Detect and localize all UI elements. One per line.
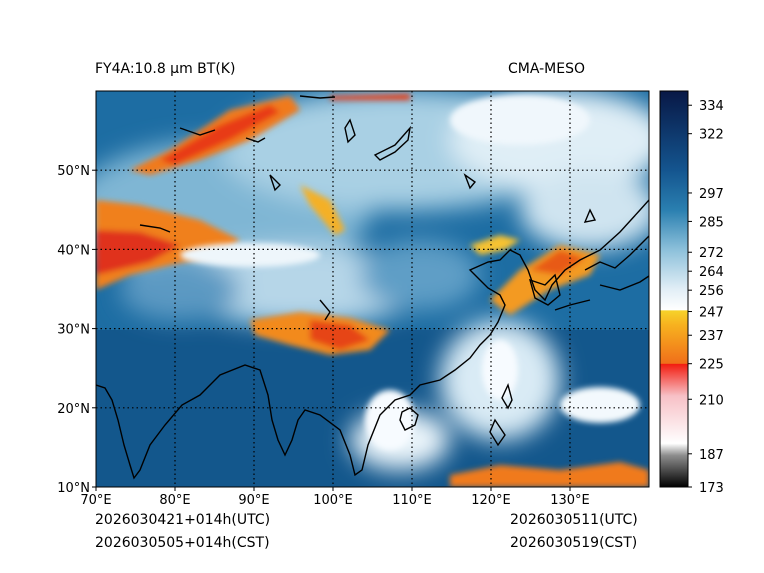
colorbar-tick-label: 173 (699, 481, 724, 496)
map-image (96, 91, 649, 487)
lon-tick-label: 100°E (313, 493, 353, 508)
lon-tick-label: 90°E (238, 493, 269, 508)
colorbar-tick-label: 210 (699, 393, 724, 408)
colorbar-gradient (659, 90, 689, 488)
colorbar-tick-label: 264 (699, 265, 724, 280)
lat-tick-label: 30°N (57, 323, 90, 338)
lon-tick-label: 120°E (471, 493, 511, 508)
colorbar-ticks: 334 322 297 285 272 264 256 247 237 225 210 187 173 (688, 99, 724, 496)
lat-tick-label: 10°N (57, 481, 90, 496)
gridlines (96, 91, 649, 487)
lon-tick-label: 110°E (392, 493, 432, 508)
model-label: CMA-MESO (508, 61, 586, 77)
cst-time-left: 2026030505+014h(CST) (95, 535, 270, 551)
lat-tick-label: 20°N (57, 402, 90, 417)
lat-tick-label: 40°N (57, 243, 90, 258)
map-axes: 70°E 80°E 90°E 100°E 110°E 120°E 130°E 10°N 20°N… (57, 164, 590, 508)
utc-time-right: 2026030511(UTC) (510, 512, 638, 528)
colorbar-tick-label: 187 (699, 448, 724, 463)
colorbar-tick-label: 225 (699, 358, 724, 373)
lon-tick-label: 130°E (550, 493, 590, 508)
coastlines (96, 95, 649, 480)
cst-time-right: 2026030519(CST) (510, 535, 638, 551)
colorbar-tick-label: 285 (699, 215, 724, 230)
cold-cloud-tops (96, 94, 649, 487)
colorbar-tick-label: 334 (699, 99, 724, 114)
colorbar-tick-label: 237 (699, 329, 724, 344)
colorbar-tick-label: 256 (699, 284, 724, 299)
utc-time-left: 2026030421+014h(UTC) (95, 512, 271, 528)
colorbar-tick-label: 322 (699, 128, 724, 143)
colorbar-tick-label: 247 (699, 306, 724, 321)
colorbar-tick-label: 272 (699, 246, 724, 261)
lon-tick-label: 70°E (80, 493, 111, 508)
map-frame (95, 90, 650, 488)
colorbar: 334 322 297 285 272 264 256 247 237 225 210 187 173 (659, 90, 724, 496)
map-title: FY4A:10.8 µm BT(K) (95, 61, 236, 77)
lon-tick-label: 80°E (159, 493, 190, 508)
colorbar-tick-label: 297 (699, 187, 724, 202)
lat-tick-label: 50°N (57, 164, 90, 179)
